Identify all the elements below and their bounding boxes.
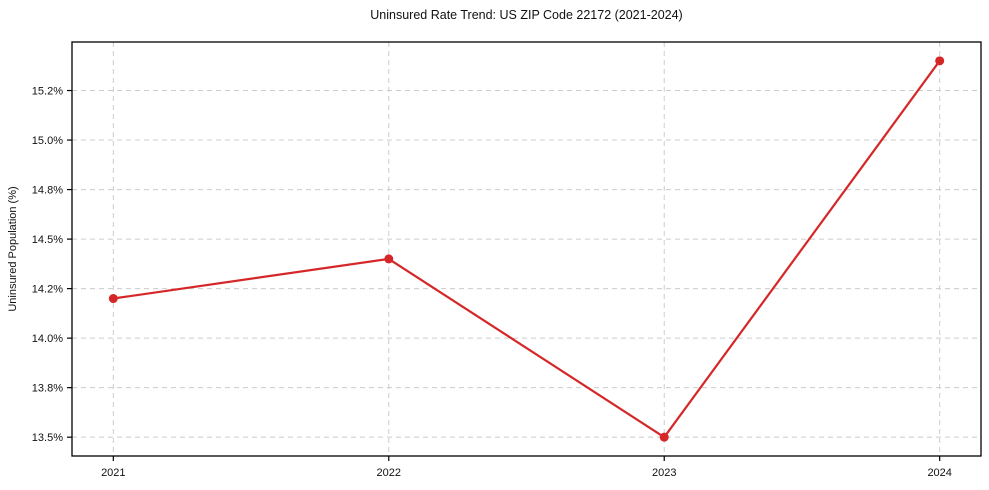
- y-tick-label: 15.2%: [32, 86, 63, 98]
- y-tick-label: 14.2%: [32, 284, 63, 296]
- y-tick-label: 14.0%: [32, 333, 63, 345]
- axes-frame: [71, 41, 982, 457]
- y-tick-label: 15.0%: [32, 135, 63, 147]
- x-tick-label: 2021: [101, 467, 125, 479]
- x-tick-label: 2022: [377, 467, 401, 479]
- chart-title: Uninsured Rate Trend: US ZIP Code 22172 …: [370, 8, 683, 22]
- trend-line: [112, 59, 941, 439]
- data-point-marker: [108, 294, 118, 304]
- data-point-marker: [384, 254, 394, 264]
- y-tick-label: 14.8%: [32, 185, 63, 197]
- x-tick-label: 2024: [927, 467, 951, 479]
- y-tick-label: 14.5%: [32, 234, 63, 246]
- data-point-marker: [659, 432, 669, 442]
- y-tick-label: 13.8%: [32, 383, 63, 395]
- data-point-marker: [935, 56, 945, 66]
- x-tick-label: 2023: [652, 467, 676, 479]
- y-tick-label: 13.5%: [32, 432, 63, 444]
